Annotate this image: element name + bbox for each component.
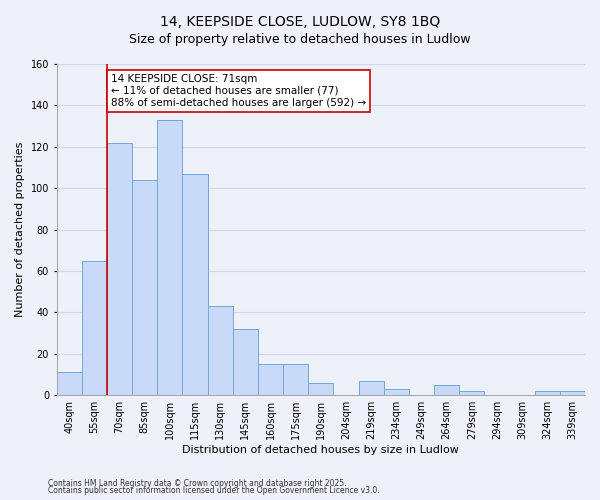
X-axis label: Distribution of detached houses by size in Ludlow: Distribution of detached houses by size …: [182, 445, 459, 455]
Bar: [308, 383, 334, 395]
Bar: [283, 364, 308, 395]
Bar: [535, 391, 560, 395]
Bar: [359, 380, 384, 395]
Bar: [434, 385, 459, 395]
Text: 14, KEEPSIDE CLOSE, LUDLOW, SY8 1BQ: 14, KEEPSIDE CLOSE, LUDLOW, SY8 1BQ: [160, 15, 440, 29]
Bar: [107, 142, 132, 395]
Bar: [56, 372, 82, 395]
Text: 14 KEEPSIDE CLOSE: 71sqm
← 11% of detached houses are smaller (77)
88% of semi-d: 14 KEEPSIDE CLOSE: 71sqm ← 11% of detach…: [111, 74, 366, 108]
Bar: [208, 306, 233, 395]
Bar: [258, 364, 283, 395]
Bar: [459, 391, 484, 395]
Text: Contains HM Land Registry data © Crown copyright and database right 2025.: Contains HM Land Registry data © Crown c…: [48, 478, 347, 488]
Bar: [182, 174, 208, 395]
Bar: [82, 260, 107, 395]
Text: Contains public sector information licensed under the Open Government Licence v3: Contains public sector information licen…: [48, 486, 380, 495]
Y-axis label: Number of detached properties: Number of detached properties: [15, 142, 25, 318]
Bar: [132, 180, 157, 395]
Bar: [384, 389, 409, 395]
Bar: [560, 391, 585, 395]
Text: Size of property relative to detached houses in Ludlow: Size of property relative to detached ho…: [129, 32, 471, 46]
Bar: [157, 120, 182, 395]
Bar: [233, 329, 258, 395]
